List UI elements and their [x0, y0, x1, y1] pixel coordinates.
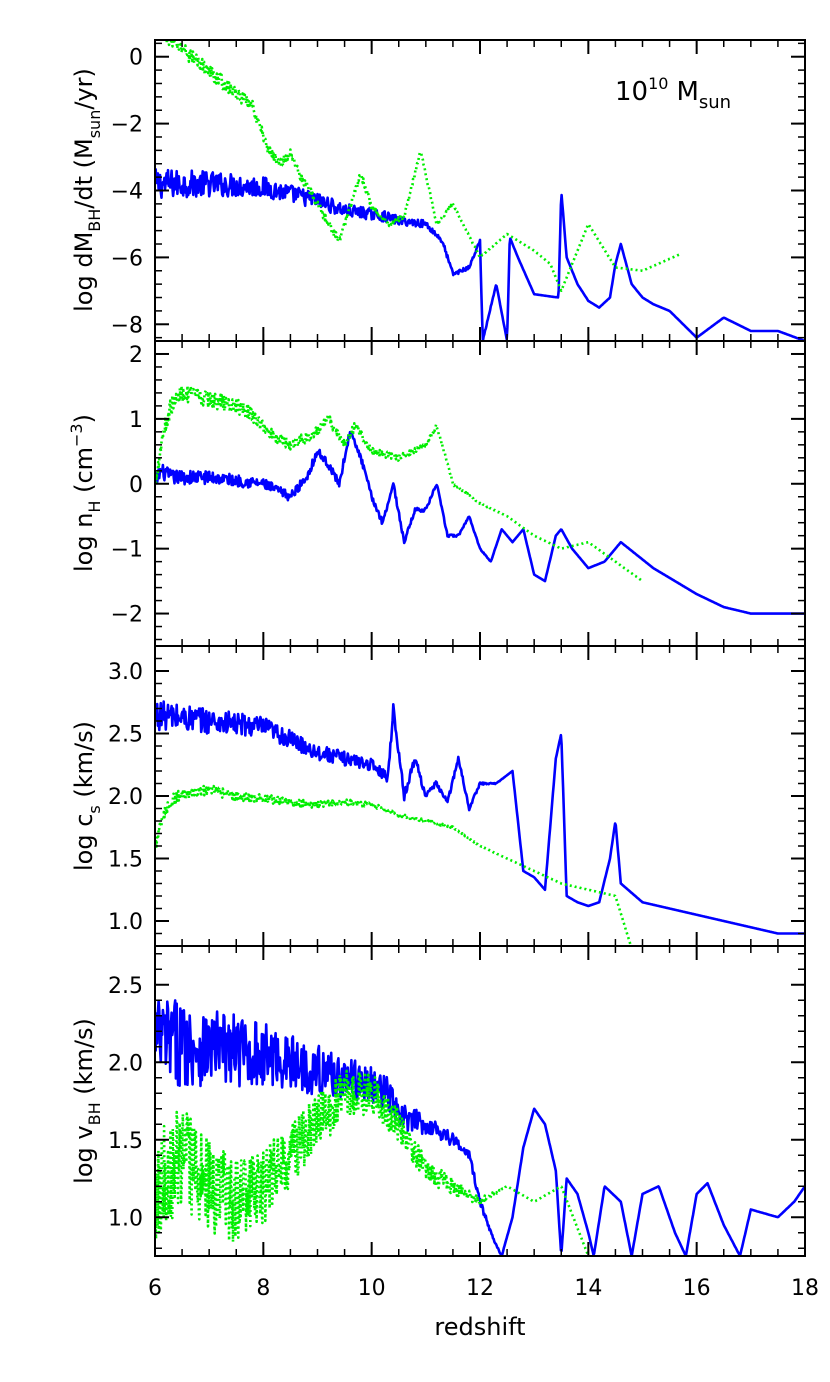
vBH-line-green-dotted — [155, 1069, 590, 1256]
cs-series-green — [155, 784, 633, 946]
x-tick-label: 6 — [148, 1276, 162, 1301]
vBH-ytick-label: 1.0 — [108, 1206, 143, 1231]
panel-vBH: 2.5 2.0 1.5 1.0 log vBH (km/s) — [70, 945, 806, 1257]
mdot-ytick-label: −4 — [111, 180, 143, 205]
nH-series-blue — [155, 430, 805, 615]
cs-ytick-label: 1.0 — [108, 910, 143, 935]
mdot-ticks: 0 −2 −4 −6 −8 — [111, 40, 806, 341]
cs-ytick-label: 2.0 — [108, 785, 143, 810]
nH-ytick-label: −2 — [111, 603, 143, 628]
annotation-base: 10 — [615, 77, 648, 107]
vBH-ytick-label: 1.5 — [108, 1129, 143, 1154]
nH-ytick-label: 0 — [129, 473, 143, 498]
vBH-series-green — [155, 1069, 590, 1256]
mdot-ytick-label: −6 — [111, 246, 143, 271]
nH-ytick-label: 2 — [129, 343, 143, 368]
x-axis-label: redshift — [434, 1313, 525, 1341]
mdot-ylabel: log dMBH/dt (Msun/yr) — [70, 68, 104, 312]
mdot-ytick-label: −8 — [111, 313, 143, 338]
annotation-unit-sub: sun — [699, 92, 731, 113]
mdot-ytick-label: −2 — [111, 113, 143, 138]
vBH-frame — [154, 945, 806, 1257]
panel-cs: 3.0 2.5 2.0 1.5 1.0 log cs (km/s) — [70, 645, 806, 947]
cs-ytick-label: 2.5 — [108, 723, 143, 748]
vBH-ytick-label: 2.0 — [108, 1051, 143, 1076]
panel-nH: 2 1 0 −1 −2 log nH (cm−3) — [67, 340, 806, 647]
x-tick-label: 18 — [791, 1276, 819, 1301]
annotation-mass: 1010 Msun — [615, 74, 731, 113]
nH-series-green — [155, 384, 644, 583]
vBH-ylabel: log vBH (km/s) — [70, 1018, 104, 1184]
cs-ytick-label: 1.5 — [108, 848, 143, 873]
cs-ticks: 3.0 2.5 2.0 1.5 1.0 — [108, 646, 806, 946]
cs-ylabel: log cs (km/s) — [70, 721, 104, 871]
vBH-ticks: 2.5 2.0 1.5 1.0 — [108, 946, 806, 1256]
vBH-line-blue-solid — [155, 999, 805, 1256]
annotation-exponent: 10 — [648, 74, 668, 93]
nH-ylabel: log nH (cm−3) — [67, 414, 104, 572]
nH-ytick-label: −1 — [111, 538, 143, 563]
cs-line-blue-solid — [155, 700, 805, 935]
x-tick-label: 14 — [574, 1276, 602, 1301]
mdot-series-green — [162, 40, 682, 293]
cs-series-blue — [155, 700, 805, 935]
vBH-series-blue — [155, 999, 805, 1256]
mdot-ytick-label: 0 — [129, 46, 143, 71]
cs-line-green-dotted — [155, 784, 633, 946]
nH-line-blue-solid — [155, 430, 805, 615]
nH-line-green-dotted — [155, 384, 644, 583]
mdot-line-green-dotted — [162, 40, 682, 293]
annotation-unit: M — [676, 77, 698, 107]
x-tick-label: 16 — [683, 1276, 711, 1301]
x-tick-label: 8 — [256, 1276, 270, 1301]
x-tick-label: 12 — [466, 1276, 494, 1301]
cs-ytick-label: 3.0 — [108, 660, 143, 685]
panel-mdot: 0 −2 −4 −6 −8 1010 Msun log dMBH/dt (Msun/yr) — [70, 39, 806, 342]
vBH-ytick-label: 2.5 — [108, 974, 143, 999]
x-axis-ticks: 6 8 10 12 14 16 18 — [148, 1276, 819, 1301]
x-tick-label: 10 — [358, 1276, 386, 1301]
nH-ytick-label: 1 — [129, 408, 143, 433]
nH-ticks: 2 1 0 −1 −2 — [111, 341, 806, 646]
